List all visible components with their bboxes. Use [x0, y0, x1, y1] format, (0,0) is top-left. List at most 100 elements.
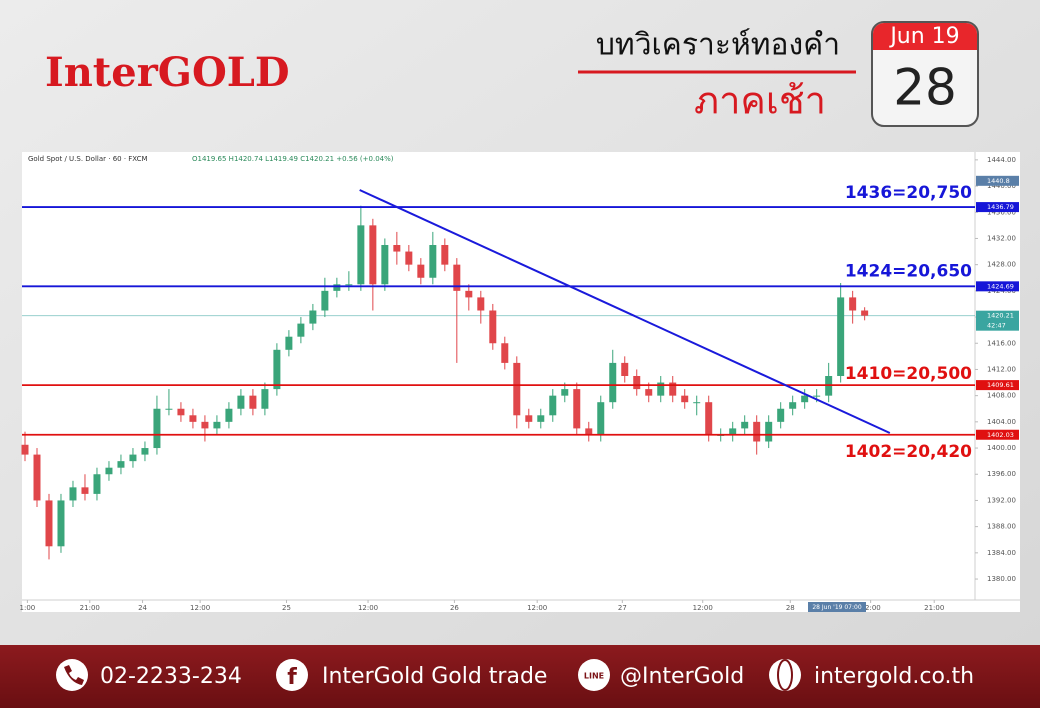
x-tag-label: 28 Jun '19 07:00	[812, 604, 861, 611]
candle-body	[405, 251, 413, 265]
header-title: บทวิเคราะห์ทองคำ	[596, 28, 840, 63]
x-tick-label: 1:00	[20, 604, 36, 612]
candle-body	[585, 428, 593, 435]
candle-body	[837, 297, 845, 376]
y-tick-label: 1432.00	[987, 234, 1016, 242]
level-tag-label: 1424.69	[987, 282, 1014, 290]
candle-body	[45, 500, 53, 547]
x-tick-label: 26	[450, 604, 459, 612]
y-tick-label: 1388.00	[987, 523, 1016, 531]
candle-body	[357, 225, 365, 285]
level-tag	[976, 281, 1019, 292]
candle-body	[249, 395, 257, 409]
chart-panel	[22, 152, 1020, 612]
y-tick-label: 1400.00	[987, 444, 1016, 452]
candle-body	[117, 461, 125, 468]
last-countdown: 42:47	[987, 322, 1006, 330]
candle-body	[657, 382, 665, 396]
candle-body	[273, 349, 281, 390]
candle-body	[177, 408, 185, 416]
candle-body	[165, 408, 173, 410]
candle-body	[81, 487, 89, 494]
candle-body	[201, 421, 209, 429]
level-annotation: 1424=20,650	[845, 261, 972, 281]
y-tick-label: 1404.00	[987, 418, 1016, 426]
level-tag-label: 1402.03	[987, 431, 1014, 439]
last-tag-label: 1420.21	[987, 312, 1014, 320]
x-tick-label: 12:00	[861, 604, 881, 612]
candle-body	[453, 264, 461, 291]
x-tag	[808, 602, 866, 612]
candle-body	[321, 290, 329, 311]
logo: InterGOLD	[45, 49, 290, 96]
candle-body	[693, 402, 701, 404]
line-glyph: LINE	[584, 672, 604, 681]
x-tick-label: 21:00	[924, 604, 944, 612]
trendline	[359, 189, 891, 434]
candle-body	[801, 395, 809, 403]
candle-body	[489, 310, 497, 344]
plot: 1380.00 1384.00 1388.00 1392.00 1396.00 1400.…	[20, 156, 1019, 612]
phone-icon	[56, 659, 88, 691]
web-icon	[769, 659, 801, 691]
high-tag	[976, 175, 1019, 186]
y-tick-label: 1396.00	[987, 470, 1016, 478]
candle-body	[129, 454, 137, 462]
line-icon	[578, 659, 610, 691]
footer-facebook: InterGold Gold trade	[322, 664, 547, 689]
candle-body	[525, 415, 533, 422]
candle-body	[705, 402, 713, 435]
x-tick-label: 12:00	[190, 604, 210, 612]
candle-body	[189, 415, 197, 422]
level-annotation: 1436=20,750	[845, 183, 972, 203]
candle-body	[741, 421, 749, 429]
footer-phone: 02-2233-234	[100, 664, 242, 689]
candle-body	[237, 395, 245, 409]
candle-body	[225, 408, 233, 422]
facebook-icon	[276, 659, 308, 691]
y-tick-label: 1440.00	[987, 182, 1016, 190]
candle-body	[777, 408, 785, 422]
candle-body	[93, 474, 101, 494]
calendar: Jun 19 28	[871, 21, 979, 127]
candle-body	[21, 444, 29, 455]
footer-line: @InterGold	[620, 664, 744, 689]
candle-body	[69, 487, 77, 501]
candle-body	[537, 415, 545, 422]
candle-body	[105, 467, 113, 475]
candle-body	[753, 421, 761, 442]
candle-body	[33, 454, 41, 501]
candle-body	[153, 408, 161, 449]
candle-body	[621, 362, 629, 376]
y-tick-label: 1384.00	[987, 549, 1016, 557]
web-glyph	[777, 659, 793, 691]
candle-body	[393, 245, 401, 252]
x-tick-label: 27	[618, 604, 627, 612]
candle-body	[513, 362, 521, 416]
candle-body	[345, 284, 353, 286]
x-tick-label: 12:00	[358, 604, 378, 612]
candle-body	[849, 297, 857, 311]
candle-body	[369, 225, 377, 285]
calendar-month: Jun 19	[888, 24, 959, 49]
candle-body	[309, 310, 317, 324]
candle-body	[381, 245, 389, 285]
y-tick-label: 1392.00	[987, 496, 1016, 504]
candle-body	[633, 376, 641, 390]
y-tick-label: 1444.00	[987, 156, 1016, 164]
candle-body	[813, 395, 821, 397]
y-tick-label: 1408.00	[987, 392, 1016, 400]
candle-body	[861, 310, 869, 316]
candle-body	[213, 421, 221, 429]
candle-body	[681, 395, 689, 403]
candle-body	[669, 382, 677, 396]
chart-ohlc: O1419.65 H1420.74 L1419.49 C1420.21 +0.5…	[192, 155, 394, 163]
candle-body	[261, 389, 269, 409]
candle-body	[561, 389, 569, 396]
level-annotation: 1402=20,420	[845, 442, 972, 462]
candle-body	[441, 245, 449, 265]
y-tick-label: 1416.00	[987, 339, 1016, 347]
header-subtitle: ภาคเช้า	[694, 79, 826, 123]
chart-title: Gold Spot / U.S. Dollar · 60 · FXCM	[28, 155, 148, 163]
